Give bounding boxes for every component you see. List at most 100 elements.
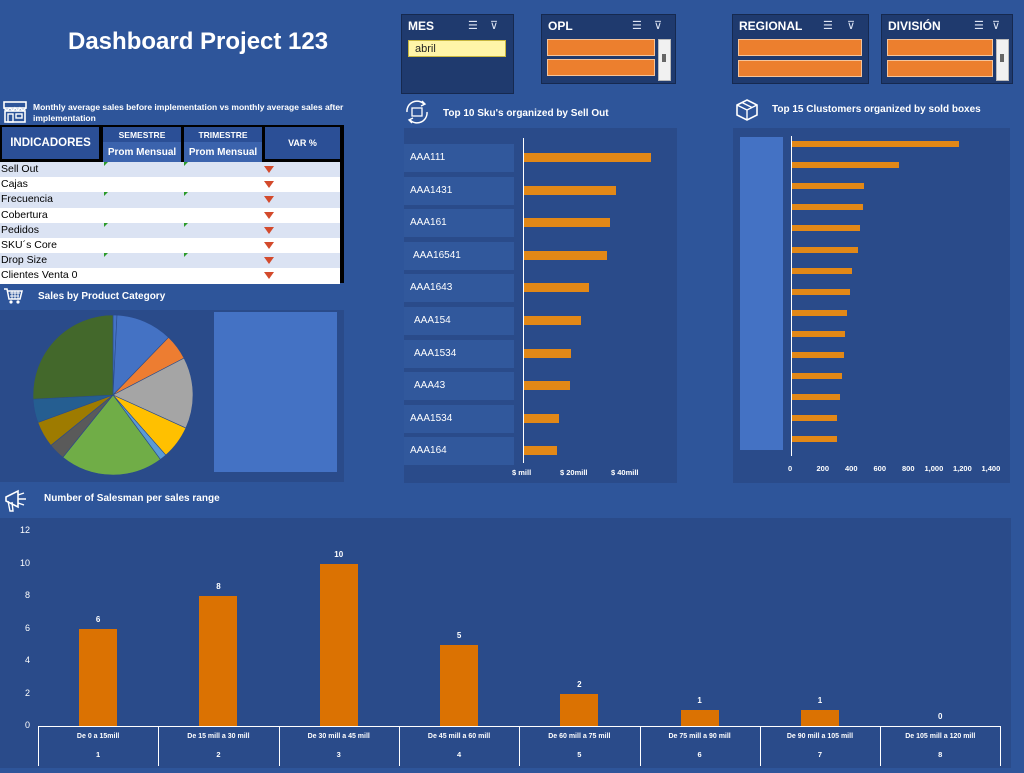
slicer-item[interactable] [738,60,862,77]
y-axis-tick: 10 [19,557,30,568]
slicer-mes[interactable]: MES ☰ ⊽ abril [401,14,514,94]
salesman-bar [560,693,599,726]
box-icon [736,99,758,121]
sku-bar [523,316,582,325]
customer-bar [792,394,841,401]
slicer-item[interactable] [547,59,655,76]
x-category-label: De 0 a 15mill [76,733,120,740]
category-separator [398,726,400,766]
slicer-item[interactable] [887,39,993,56]
customer-bar [792,183,865,190]
top15-axis-line [791,136,792,456]
bar-value-label: 0 [938,712,943,721]
multi-select-icon[interactable]: ☰ [632,20,642,32]
category-separator [38,726,39,766]
header-semestre-sub: Prom Mensual [103,142,181,162]
sku-bar [523,185,616,195]
customer-bar [792,330,845,337]
slicer-division[interactable]: DIVISIÓN ☰ ⊽ [881,14,1013,84]
megaphone-icon [5,489,26,512]
indicators-title: Monthly average sales before implementat… [33,102,344,123]
slicer-item[interactable] [547,39,655,56]
top10-title: Top 10 Sku's organized by Sell Out [443,108,609,119]
indicator-row: Cobertura [0,207,340,223]
x-category-label: De 30 mill a 45 mill [307,733,370,740]
scrollbar[interactable] [996,39,1009,81]
top15-x-tick: 1,000 [924,464,944,473]
category-separator [759,726,761,766]
slicer-opl-label: OPL [548,19,573,33]
indicator-row: Cajas [0,177,340,193]
multi-select-icon[interactable]: ☰ [974,20,984,32]
sku-bar [523,381,571,391]
slicer-regional-label: REGIONAL [739,19,803,33]
sku-bar [523,250,608,260]
indicator-row: Pedidos [0,222,340,238]
top10-x-tick: $ 40mill [611,468,639,477]
scrollbar[interactable] [658,39,671,81]
y-axis-tick: 2 [24,687,30,698]
category-separator [158,726,160,766]
sku-label: AAA1643 [404,274,514,303]
bar-value-label: 5 [456,630,462,640]
bar-value-label: 1 [697,695,702,705]
header-trimestre: TRIMESTRE Prom Mensual [184,127,262,162]
slicer-opl[interactable]: OPL ☰ ⊽ [541,14,676,84]
slicer-item[interactable] [738,39,862,56]
x-category-number: 6 [697,750,702,759]
salesman-chart: 0 2 4 6 8 10 12 6 De 0 a 15mill 1 8 De 15 mill a 30… [0,518,1011,768]
sku-label: AAA161 [404,209,514,238]
y-axis-tick: 6 [24,622,30,633]
customer-bar [792,309,847,316]
x-category-number: 1 [96,750,101,759]
sku-bar [523,153,652,162]
multi-select-icon[interactable]: ☰ [823,20,833,32]
flag-icon [104,162,108,166]
x-category-number: 4 [456,750,462,759]
x-category-label: De 15 mill a 30 mill [187,733,250,740]
top10-chart: AAA111 AAA1431 AAA161 AAA16541 AAA1643 AAA154… [404,128,677,483]
top15-x-tick: 1,200 [953,464,972,473]
indicator-label: Cajas [1,178,28,191]
arrow-down-icon [264,272,274,280]
slicer-item-abril[interactable]: abril [408,40,506,57]
customer-bar [792,436,837,443]
refresh-box-icon [406,100,428,124]
pie-slice [112,357,194,429]
category-separator [639,726,641,766]
x-category-number: 2 [216,750,221,759]
sku-bar [523,218,610,228]
indicators-rows: Sell Out Cajas Frecuencia Cobertura Pedi… [0,162,340,284]
slicer-mes-label: MES [408,19,435,33]
y-axis-tick: 4 [24,655,30,665]
clear-filter-icon[interactable]: ⊽ [992,20,1001,32]
sku-bar [523,446,558,456]
sales-category-panel [0,310,344,482]
sku-label: AAA164 [404,437,514,466]
sales-category-title: Sales by Product Category [38,291,166,302]
top15-x-tick: 200 [816,464,830,473]
top15-x-tick: 0 [788,464,793,473]
category-separator [1000,726,1002,766]
arrow-down-icon [264,241,274,249]
sku-label: AAA1431 [404,176,514,205]
x-category-number: 3 [336,750,341,759]
slicer-item[interactable] [887,60,993,77]
shopping-cart-icon [4,288,23,304]
slicer-regional[interactable]: REGIONAL ☰ ⊽ [732,14,869,84]
sku-label: AAA111 [404,144,514,172]
header-trimestre-label: TRIMESTRE [198,130,248,140]
category-separator [880,726,882,766]
customer-bar [792,288,851,295]
multi-select-icon[interactable]: ☰ [468,20,478,32]
indicator-row: Clientes Venta 0 [0,268,340,284]
clear-filter-icon[interactable]: ⊽ [847,20,856,32]
store-icon [3,101,27,123]
clear-filter-icon[interactable]: ⊽ [654,20,663,32]
indicator-label: Pedidos [1,223,39,236]
pie-slice [62,394,161,476]
flag-icon [184,162,188,166]
clear-filter-icon[interactable]: ⊽ [490,20,499,32]
sku-bar [523,413,559,423]
top10-x-tick: $ mill [512,468,532,477]
